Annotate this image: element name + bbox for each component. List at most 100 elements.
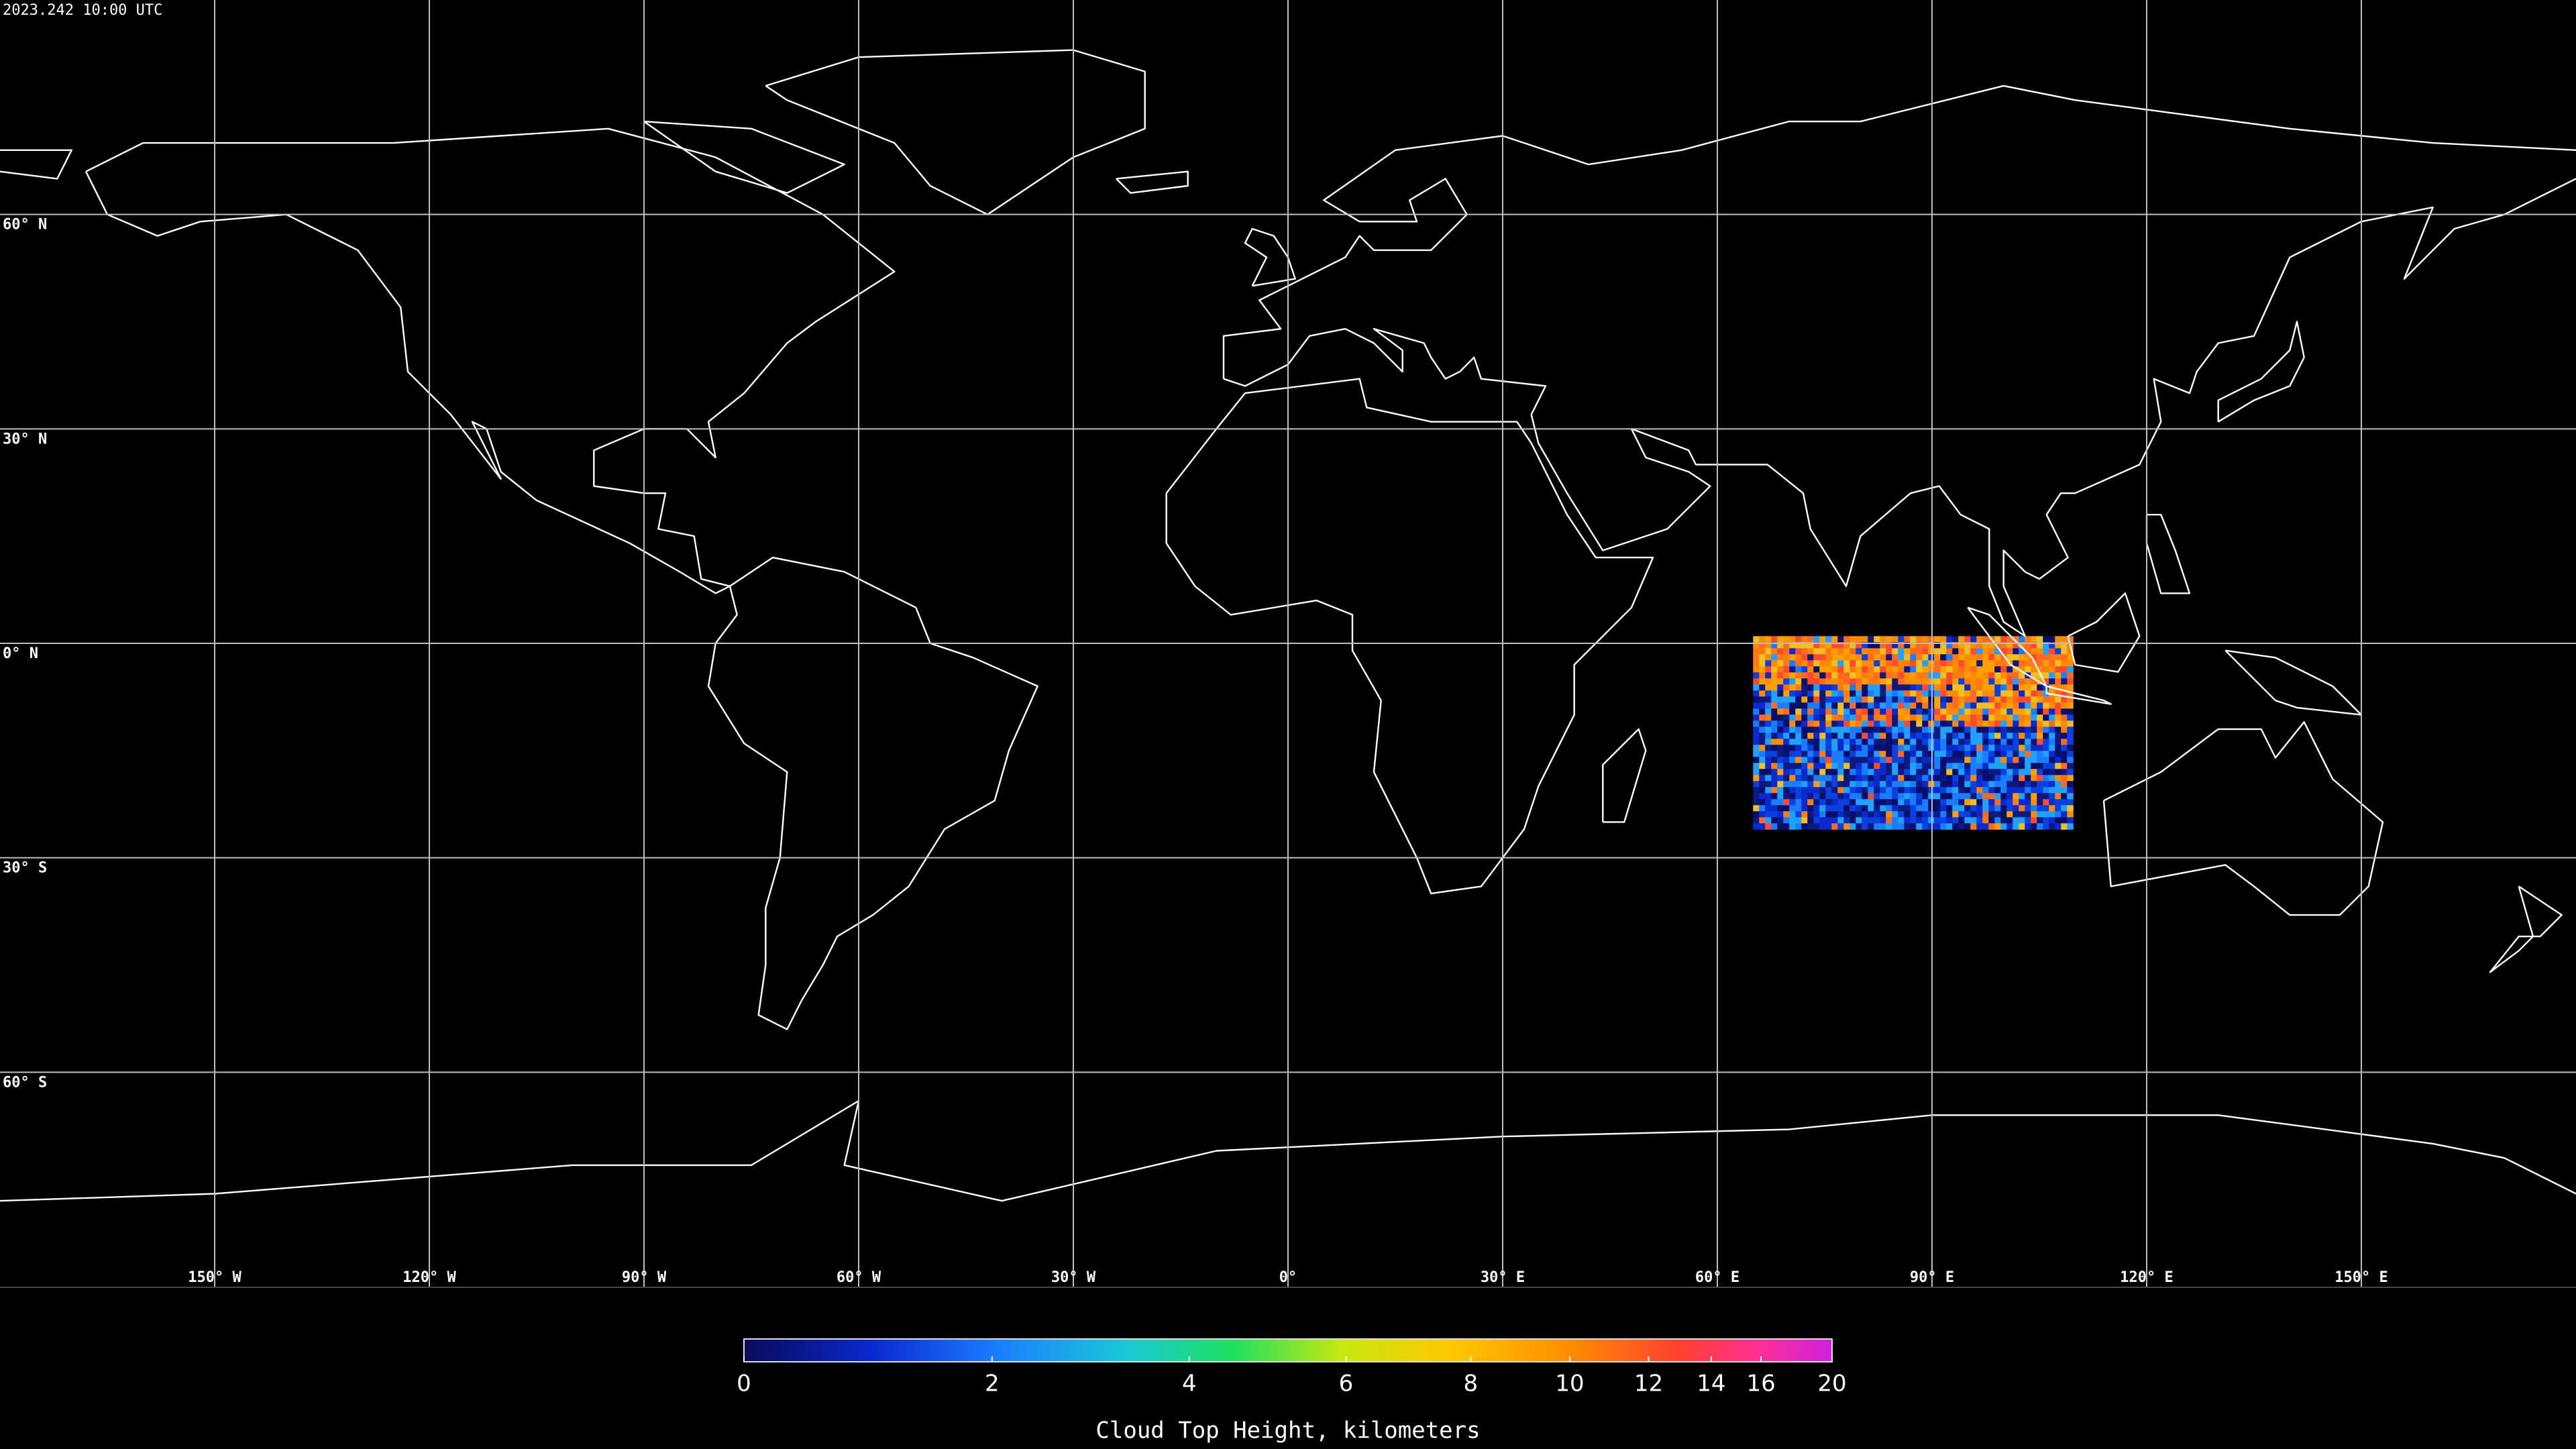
imagery-cell	[1771, 757, 1778, 763]
imagery-cell	[1886, 690, 1892, 697]
imagery-cell	[1952, 678, 1959, 685]
imagery-cell	[1807, 805, 1814, 812]
imagery-cell	[1813, 733, 1820, 739]
imagery-cell	[1952, 745, 1959, 751]
imagery-cell	[1910, 642, 1917, 649]
imagery-cell	[2019, 763, 2025, 769]
imagery-cell	[2043, 793, 2049, 800]
imagery-cell	[1904, 720, 1911, 727]
imagery-cell	[1958, 763, 1965, 769]
imagery-cell	[2000, 799, 2007, 806]
imagery-cell	[2012, 642, 2019, 649]
imagery-cell	[1801, 793, 1808, 800]
colorbar-title: Cloud Top Height, kilometers	[1095, 1417, 1480, 1444]
imagery-cell	[1892, 817, 1898, 824]
imagery-cell	[1862, 817, 1868, 824]
imagery-cell	[2061, 642, 2068, 649]
imagery-cell	[2061, 654, 2068, 661]
imagery-cell	[2031, 799, 2037, 806]
imagery-cell	[1862, 684, 1868, 691]
imagery-cell	[2000, 714, 2007, 721]
imagery-cell	[1856, 799, 1862, 806]
imagery-cell	[1765, 654, 1772, 661]
imagery-cell	[1952, 763, 1959, 769]
imagery-cell	[1988, 690, 1995, 697]
imagery-cell	[2006, 727, 2013, 733]
imagery-cell	[2061, 817, 2068, 824]
imagery-cell	[1825, 654, 1832, 661]
imagery-cell	[1789, 817, 1796, 824]
imagery-cell	[1880, 745, 1886, 751]
imagery-cell	[1988, 769, 1995, 775]
imagery-cell	[1753, 714, 1760, 721]
imagery-cell	[1801, 690, 1808, 697]
imagery-cell	[1904, 793, 1911, 800]
imagery-cell	[1898, 666, 1904, 673]
imagery-cell	[2000, 751, 2007, 757]
imagery-cell	[1789, 690, 1796, 697]
colorbar-tick-label: 12	[1634, 1371, 1663, 1397]
imagery-cell	[1970, 775, 1977, 782]
imagery-cell	[2012, 654, 2019, 661]
imagery-cell	[1868, 799, 1874, 806]
imagery-cell	[1777, 690, 1784, 697]
imagery-cell	[2019, 739, 2025, 745]
imagery-cell	[1898, 817, 1904, 824]
imagery-cell	[1831, 775, 1838, 782]
imagery-cell	[1946, 684, 1953, 691]
imagery-cell	[1783, 817, 1790, 824]
imagery-cell	[1856, 714, 1862, 721]
imagery-cell	[1843, 805, 1850, 812]
imagery-cell	[1831, 787, 1838, 794]
imagery-cell	[1940, 690, 1947, 697]
imagery-cell	[1874, 708, 1880, 715]
imagery-cell	[1982, 745, 1989, 751]
imagery-cell	[1946, 763, 1953, 769]
imagery-cell	[1940, 636, 1947, 643]
imagery-cell	[1988, 720, 1995, 727]
imagery-cell	[1994, 763, 2001, 769]
imagery-cell	[2025, 823, 2031, 830]
imagery-cell	[1777, 636, 1784, 643]
imagery-cell	[1874, 672, 1880, 679]
imagery-cell	[1976, 751, 1983, 757]
imagery-cell	[1753, 823, 1760, 830]
imagery-cell	[1753, 678, 1760, 685]
imagery-cell	[1934, 757, 1941, 763]
imagery-cell	[1825, 823, 1832, 830]
imagery-cell	[1759, 654, 1766, 661]
imagery-cell	[1856, 720, 1862, 727]
imagery-cell	[1958, 678, 1965, 685]
imagery-cell	[1843, 817, 1850, 824]
imagery-cell	[2043, 708, 2049, 715]
imagery-cell	[1849, 666, 1856, 673]
imagery-cell	[1843, 696, 1850, 703]
imagery-cell	[2037, 775, 2043, 782]
imagery-cell	[1856, 708, 1862, 715]
imagery-cell	[2031, 642, 2037, 649]
imagery-cell	[1958, 787, 1965, 794]
imagery-cell	[1753, 727, 1760, 733]
imagery-cell	[1753, 684, 1760, 691]
imagery-cell	[1880, 708, 1886, 715]
imagery-cell	[2025, 775, 2031, 782]
imagery-cell	[1898, 751, 1904, 757]
longitude-label: 90° W	[622, 1269, 667, 1286]
imagery-cell	[2019, 708, 2025, 715]
imagery-cell	[1970, 666, 1977, 673]
imagery-cell	[1946, 817, 1953, 824]
imagery-cell	[1789, 781, 1796, 788]
imagery-cell	[1843, 799, 1850, 806]
imagery-cell	[2031, 739, 2037, 745]
imagery-cell	[1813, 757, 1820, 763]
imagery-cell	[2019, 745, 2025, 751]
imagery-cell	[1807, 690, 1814, 697]
imagery-cell	[1795, 769, 1802, 775]
imagery-cell	[1856, 763, 1862, 769]
imagery-cell	[1862, 714, 1868, 721]
imagery-cell	[2019, 823, 2025, 830]
imagery-cell	[1964, 702, 1971, 709]
imagery-cell	[2006, 823, 2013, 830]
imagery-cell	[2025, 733, 2031, 739]
imagery-cell	[2006, 745, 2013, 751]
